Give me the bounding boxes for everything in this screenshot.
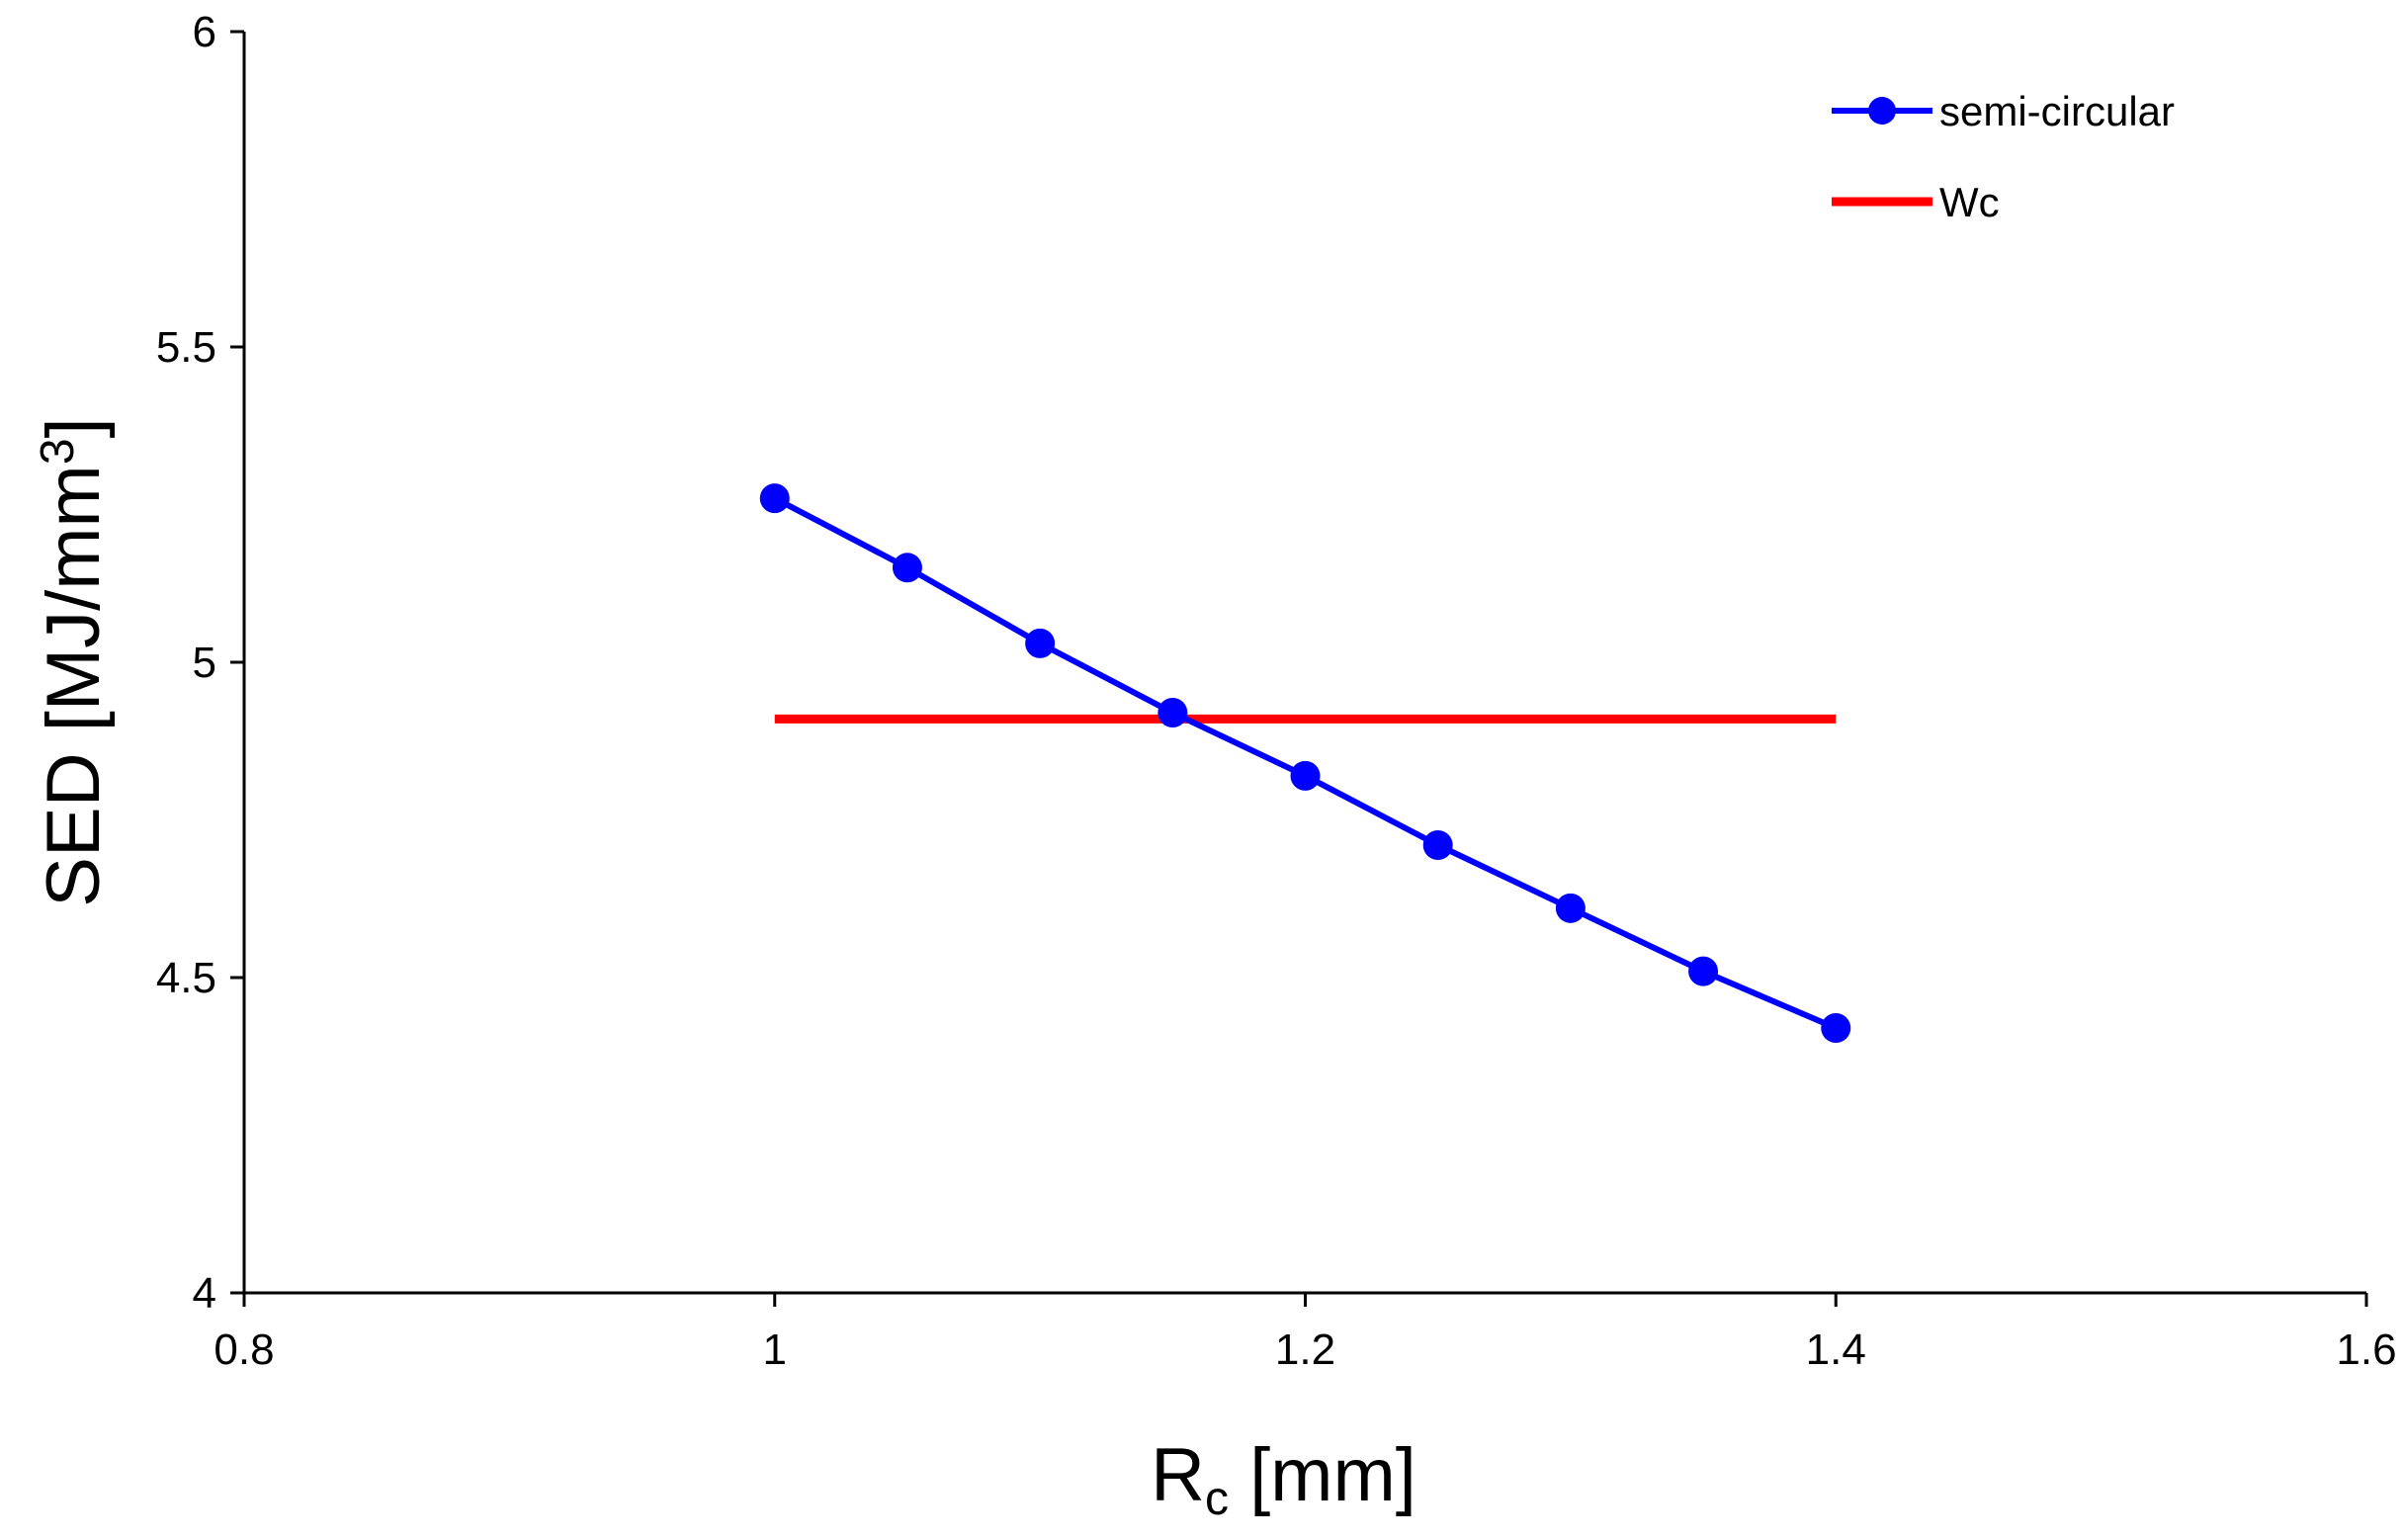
data-point-semi-circular [759,483,790,514]
data-point-semi-circular [1821,1013,1851,1044]
y-axis-title: SED [MJ/mm3] [32,417,116,906]
legend-marker-semi-circular [1868,97,1896,125]
legend-label-wc: Wc [1939,179,2000,225]
y-axis-title-sup: 3 [32,438,84,465]
data-point-semi-circular [1290,760,1321,791]
y-axis-title-rest: ] [32,417,116,438]
x-axis-title-rest: [mm] [1229,1433,1416,1517]
legend-label-semi-circular: semi-circular [1939,88,2175,134]
series-layer [759,483,1851,1044]
x-axis-title-main: R [1151,1433,1205,1517]
data-point-semi-circular [1158,698,1188,728]
data-point-semi-circular [892,553,922,583]
data-point-semi-circular [1025,628,1056,658]
y-tick-label: 4.5 [156,954,216,1002]
y-tick-label: 5.5 [156,323,216,372]
x-tick-label: 1.2 [1275,1326,1335,1374]
x-axis-title: Rc [mm] [1151,1433,1416,1525]
x-axis-title-sub: c [1205,1473,1229,1525]
legend: semi-circular Wc [1832,88,2175,225]
y-axis-title-main: SED [MJ/mm [32,465,116,907]
x-tick-label: 0.8 [214,1326,274,1374]
y-tick-label: 5 [193,639,216,687]
x-tick-label: 1 [763,1326,787,1374]
x-tick-label: 1.4 [1806,1326,1866,1374]
y-tick-label: 4 [193,1269,216,1318]
y-tick-label: 6 [193,8,216,56]
data-point-semi-circular [1422,830,1453,861]
data-point-semi-circular [1688,956,1719,986]
x-tick-label: 1.6 [2336,1326,2396,1374]
data-point-semi-circular [1555,893,1586,923]
axes: 4 4.5 5 5.5 6 0.8 1 1.2 1.4 1.6 [156,8,2397,1374]
